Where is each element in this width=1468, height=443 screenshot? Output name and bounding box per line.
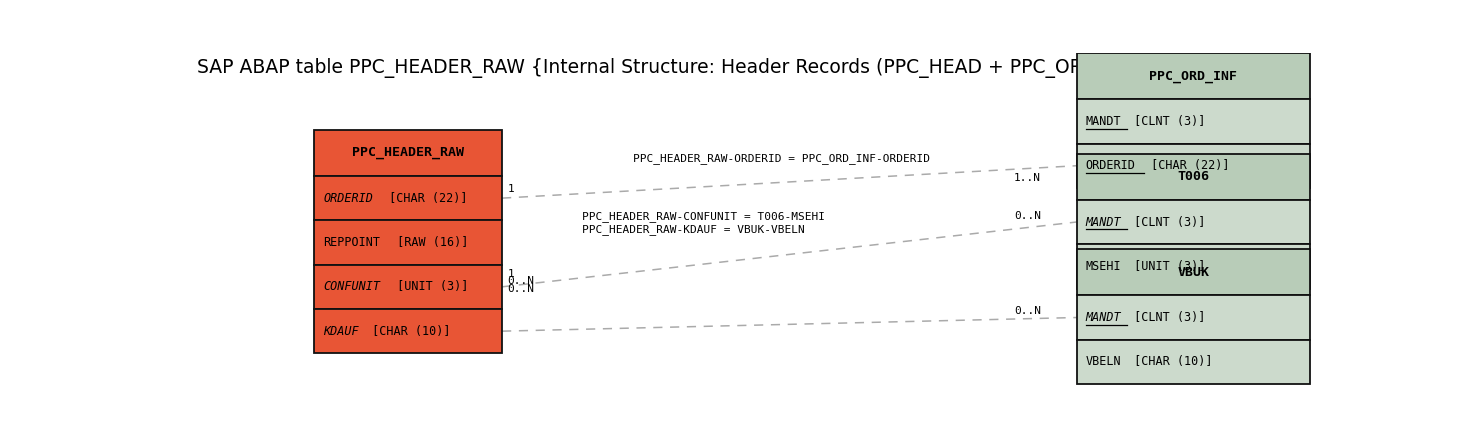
Text: MANDT: MANDT xyxy=(1086,115,1122,128)
Text: 0..N: 0..N xyxy=(508,276,534,286)
Bar xyxy=(1076,154,1309,200)
Text: KDAUF: KDAUF xyxy=(323,325,360,338)
Bar xyxy=(1076,53,1309,99)
Text: [UNIT (3)]: [UNIT (3)] xyxy=(1127,260,1205,273)
Text: PPC_ORD_INF: PPC_ORD_INF xyxy=(1149,70,1238,83)
Text: [CHAR (10)]: [CHAR (10)] xyxy=(1127,355,1213,369)
Text: PPC_HEADER_RAW-CONFUNIT = T006-MSEHI: PPC_HEADER_RAW-CONFUNIT = T006-MSEHI xyxy=(581,210,825,222)
Text: 0..N: 0..N xyxy=(508,284,534,294)
Text: REPPOINT: REPPOINT xyxy=(323,236,380,249)
Bar xyxy=(314,130,502,176)
Bar xyxy=(1076,99,1309,144)
Text: [CLNT (3)]: [CLNT (3)] xyxy=(1127,311,1205,324)
Bar xyxy=(1076,340,1309,384)
Text: [CHAR (22)]: [CHAR (22)] xyxy=(382,192,467,205)
Text: PPC_HEADER_RAW-KDAUF = VBUK-VBELN: PPC_HEADER_RAW-KDAUF = VBUK-VBELN xyxy=(581,224,804,235)
Text: MANDT: MANDT xyxy=(1086,311,1122,324)
Bar xyxy=(1076,244,1309,288)
Text: [UNIT (3)]: [UNIT (3)] xyxy=(390,280,468,293)
Text: [CLNT (3)]: [CLNT (3)] xyxy=(1127,115,1205,128)
Text: CONFUNIT: CONFUNIT xyxy=(323,280,380,293)
Bar xyxy=(1076,295,1309,340)
Text: [RAW (16)]: [RAW (16)] xyxy=(390,236,468,249)
Text: MANDT: MANDT xyxy=(1086,215,1122,229)
Text: 1: 1 xyxy=(508,269,514,279)
Text: [CHAR (10)]: [CHAR (10)] xyxy=(366,325,451,338)
Text: [CHAR (22)]: [CHAR (22)] xyxy=(1144,159,1229,172)
Text: MSEHI: MSEHI xyxy=(1086,260,1122,273)
Bar xyxy=(1076,249,1309,295)
Text: PPC_HEADER_RAW: PPC_HEADER_RAW xyxy=(352,147,464,159)
Text: 0..N: 0..N xyxy=(1014,306,1041,316)
Text: T006: T006 xyxy=(1177,170,1210,183)
Text: VBUK: VBUK xyxy=(1177,266,1210,279)
Text: PPC_HEADER_RAW-ORDERID = PPC_ORD_INF-ORDERID: PPC_HEADER_RAW-ORDERID = PPC_ORD_INF-ORD… xyxy=(633,152,929,163)
Bar xyxy=(314,176,502,220)
Bar xyxy=(1076,144,1309,188)
Text: ORDERID: ORDERID xyxy=(323,192,373,205)
Text: 0..N: 0..N xyxy=(1014,210,1041,221)
Bar xyxy=(314,220,502,264)
Bar xyxy=(314,264,502,309)
Bar xyxy=(1076,200,1309,244)
Text: ORDERID: ORDERID xyxy=(1086,159,1136,172)
Text: 1..N: 1..N xyxy=(1014,173,1041,183)
Text: [CLNT (3)]: [CLNT (3)] xyxy=(1127,215,1205,229)
Text: SAP ABAP table PPC_HEADER_RAW {Internal Structure: Header Records (PPC_HEAD + PP: SAP ABAP table PPC_HEADER_RAW {Internal … xyxy=(197,58,1157,78)
Bar xyxy=(314,309,502,354)
Text: 1: 1 xyxy=(508,184,514,194)
Text: VBELN: VBELN xyxy=(1086,355,1122,369)
